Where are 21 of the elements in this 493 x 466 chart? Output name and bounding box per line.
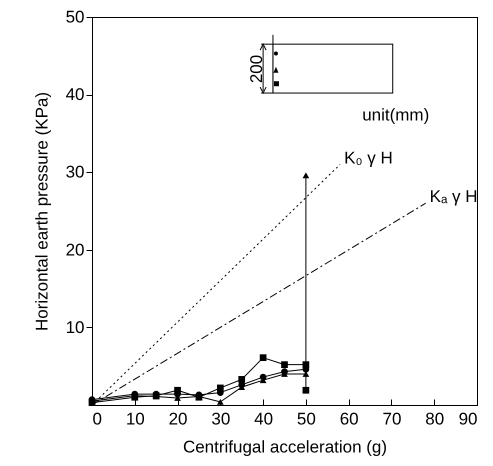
x-tick-label: 10	[126, 410, 145, 428]
y-tick-label: 30	[66, 162, 84, 182]
x-tick-label: 80	[425, 410, 444, 428]
x-axis-title: Centrifugal acceleration (g)	[182, 438, 388, 456]
y-tick-label: 20	[66, 240, 84, 260]
x-tick-label: 30	[211, 410, 230, 428]
annotation: unit(mm)	[362, 106, 430, 125]
annotation: 200	[247, 54, 266, 84]
x-tick-label: 70	[382, 410, 402, 428]
x-tick-label: 50	[296, 410, 316, 428]
x-tick-label: 0	[92, 410, 102, 428]
y-tick-label: 50	[66, 8, 84, 26]
y-tick-label: 40	[66, 85, 84, 104]
y-axis-title: Horizontal earth pressure (KPa)	[32, 92, 52, 332]
series-label: Kₐ γ H	[430, 187, 478, 206]
y-tick-label: 10	[66, 318, 84, 337]
x-tick-label: 90	[458, 410, 478, 428]
x-tick-label: 40	[254, 410, 274, 428]
x-tick-label: 60	[340, 410, 359, 428]
x-tick-label: 20	[168, 410, 188, 428]
series-label: K₀ γ H	[344, 148, 393, 168]
